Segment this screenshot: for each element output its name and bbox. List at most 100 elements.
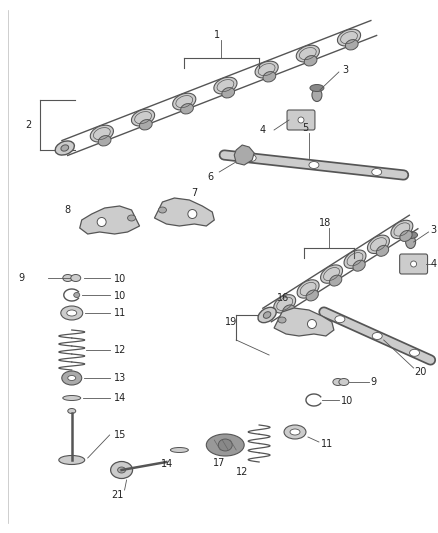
Ellipse shape — [335, 316, 345, 322]
Ellipse shape — [283, 305, 295, 316]
Ellipse shape — [63, 274, 73, 281]
Ellipse shape — [188, 209, 197, 219]
Polygon shape — [155, 198, 214, 226]
Ellipse shape — [410, 261, 417, 267]
Ellipse shape — [74, 293, 80, 297]
Text: 4: 4 — [259, 125, 265, 135]
Ellipse shape — [263, 312, 271, 318]
Ellipse shape — [180, 103, 194, 114]
Ellipse shape — [139, 119, 152, 130]
FancyBboxPatch shape — [287, 110, 315, 130]
Text: 20: 20 — [415, 367, 427, 377]
Ellipse shape — [298, 117, 304, 123]
Ellipse shape — [296, 45, 319, 62]
Ellipse shape — [173, 93, 196, 110]
Text: 10: 10 — [113, 274, 126, 284]
Ellipse shape — [321, 265, 343, 283]
Text: 10: 10 — [113, 291, 126, 301]
Ellipse shape — [61, 306, 83, 320]
Ellipse shape — [206, 434, 244, 456]
Ellipse shape — [214, 77, 237, 94]
Polygon shape — [234, 145, 254, 165]
Text: 7: 7 — [191, 188, 198, 198]
Ellipse shape — [310, 85, 324, 92]
Ellipse shape — [406, 236, 416, 248]
Ellipse shape — [339, 378, 349, 385]
Ellipse shape — [67, 310, 77, 316]
Text: 2: 2 — [25, 120, 31, 130]
Ellipse shape — [290, 429, 300, 435]
Ellipse shape — [117, 467, 126, 473]
Ellipse shape — [127, 215, 135, 221]
Text: 8: 8 — [65, 205, 71, 215]
Ellipse shape — [307, 319, 316, 328]
Ellipse shape — [329, 275, 342, 286]
Text: 11: 11 — [321, 439, 333, 449]
Ellipse shape — [404, 231, 417, 238]
Text: 14: 14 — [161, 459, 173, 469]
Text: 9: 9 — [371, 377, 377, 387]
Ellipse shape — [246, 155, 256, 161]
Ellipse shape — [68, 408, 76, 414]
Text: 18: 18 — [319, 218, 331, 228]
Text: 19: 19 — [225, 317, 237, 327]
Ellipse shape — [170, 448, 188, 453]
Ellipse shape — [372, 333, 382, 340]
Text: 3: 3 — [431, 225, 437, 235]
Ellipse shape — [410, 349, 420, 356]
Ellipse shape — [62, 371, 82, 385]
Ellipse shape — [344, 250, 366, 269]
Ellipse shape — [263, 71, 276, 82]
Ellipse shape — [312, 88, 322, 101]
Ellipse shape — [71, 274, 81, 281]
Ellipse shape — [353, 260, 365, 271]
Text: 9: 9 — [19, 273, 25, 283]
Ellipse shape — [337, 29, 360, 46]
Ellipse shape — [218, 439, 232, 451]
Text: 17: 17 — [213, 458, 226, 468]
Polygon shape — [80, 206, 140, 234]
Text: 1: 1 — [214, 30, 220, 40]
Text: 12: 12 — [236, 467, 248, 477]
Polygon shape — [274, 308, 334, 336]
Ellipse shape — [255, 61, 278, 78]
Text: 13: 13 — [113, 373, 126, 383]
Text: 10: 10 — [341, 396, 353, 406]
Ellipse shape — [309, 161, 319, 168]
Ellipse shape — [97, 217, 106, 227]
Ellipse shape — [306, 290, 318, 301]
Ellipse shape — [63, 395, 81, 400]
Ellipse shape — [391, 220, 413, 239]
Ellipse shape — [90, 125, 113, 142]
Ellipse shape — [68, 376, 76, 381]
Text: 3: 3 — [342, 65, 348, 75]
Ellipse shape — [55, 141, 74, 155]
Text: 4: 4 — [431, 259, 437, 269]
Text: 5: 5 — [302, 123, 308, 133]
Ellipse shape — [284, 425, 306, 439]
Ellipse shape — [400, 230, 412, 241]
Ellipse shape — [367, 235, 389, 254]
Ellipse shape — [372, 168, 381, 175]
Ellipse shape — [98, 135, 111, 146]
Ellipse shape — [333, 378, 343, 385]
Ellipse shape — [346, 39, 358, 50]
Text: 14: 14 — [113, 393, 126, 403]
Ellipse shape — [297, 280, 319, 298]
Text: 15: 15 — [113, 430, 126, 440]
Ellipse shape — [59, 456, 85, 464]
Ellipse shape — [61, 145, 69, 151]
Ellipse shape — [304, 55, 317, 66]
FancyBboxPatch shape — [399, 254, 427, 274]
Text: 6: 6 — [207, 172, 213, 182]
Ellipse shape — [222, 87, 235, 98]
Ellipse shape — [111, 462, 133, 479]
Ellipse shape — [376, 245, 389, 256]
Ellipse shape — [131, 109, 155, 126]
Text: 12: 12 — [113, 345, 126, 355]
Ellipse shape — [159, 207, 166, 213]
Ellipse shape — [274, 295, 296, 313]
Text: 21: 21 — [111, 490, 124, 500]
Ellipse shape — [258, 308, 276, 322]
Text: 11: 11 — [113, 308, 126, 318]
